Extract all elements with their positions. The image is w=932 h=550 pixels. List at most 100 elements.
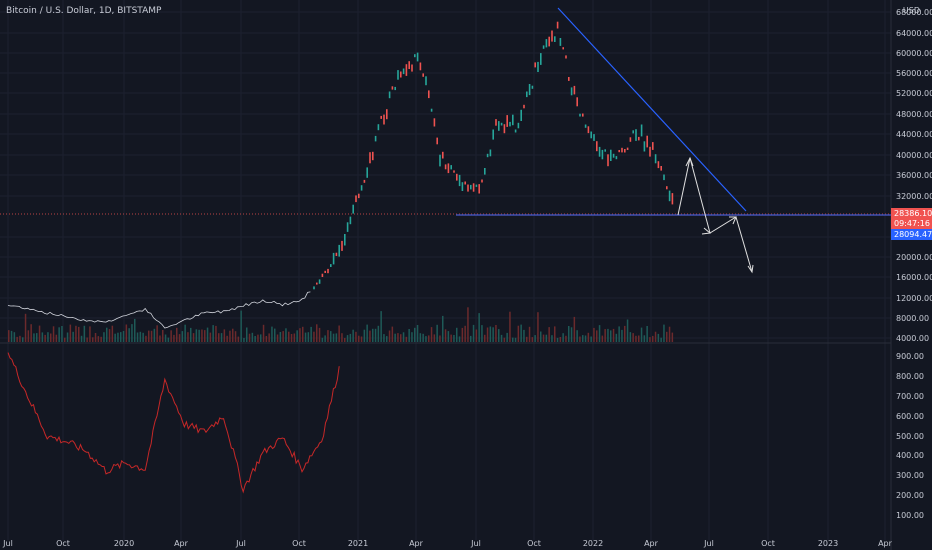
time-tick-label: 2021 bbox=[348, 539, 368, 548]
candle bbox=[654, 154, 657, 164]
volume-bar bbox=[310, 326, 312, 342]
candle bbox=[498, 121, 500, 131]
volume-bar bbox=[260, 334, 262, 342]
candle bbox=[579, 113, 581, 117]
candle bbox=[534, 62, 536, 68]
currency-label[interactable]: USD bbox=[902, 6, 920, 15]
time-tick-label: Jul bbox=[2, 539, 13, 548]
candle bbox=[506, 115, 508, 127]
candle bbox=[408, 61, 410, 69]
price-axis[interactable]: 68000.00 64000.00 60000.00 56000.00 52000.00… bbox=[896, 8, 932, 343]
volume-bar bbox=[478, 313, 480, 342]
volume-bar bbox=[125, 324, 128, 342]
candle bbox=[352, 204, 354, 214]
volume-bar bbox=[218, 333, 220, 342]
volume-bar bbox=[481, 325, 483, 342]
candle bbox=[411, 64, 413, 72]
volume-bar bbox=[150, 330, 153, 342]
volume-bar bbox=[47, 332, 49, 342]
candle bbox=[660, 166, 662, 171]
grid bbox=[0, 0, 891, 540]
candle bbox=[472, 183, 475, 192]
volume-bar bbox=[626, 319, 629, 342]
volume-bar bbox=[472, 324, 475, 342]
volume-bar bbox=[204, 330, 206, 342]
candle bbox=[610, 149, 612, 161]
candle bbox=[582, 113, 584, 117]
volume-bar bbox=[360, 336, 363, 342]
volume-bar bbox=[206, 327, 209, 342]
candle bbox=[428, 90, 430, 99]
volume-bar bbox=[565, 335, 567, 342]
candle bbox=[517, 122, 520, 129]
candle bbox=[523, 104, 525, 109]
volume-bar bbox=[268, 333, 270, 342]
volume-bar bbox=[526, 336, 528, 342]
time-axis[interactable]: Jul Oct 2020 Apr Jul Oct 2021 Apr Jul Oct 2022 Apr J… bbox=[2, 539, 892, 548]
volume-bar bbox=[598, 325, 601, 342]
candle bbox=[492, 129, 494, 140]
volume-bar bbox=[94, 333, 97, 342]
volume-bar bbox=[554, 326, 556, 342]
candle bbox=[447, 163, 450, 174]
volume-bar bbox=[136, 332, 139, 342]
time-tick-label: Apr bbox=[878, 539, 893, 548]
volume-bar bbox=[24, 313, 27, 342]
volume-bar bbox=[425, 336, 427, 342]
volume-bar bbox=[103, 332, 105, 342]
volume-bar bbox=[290, 334, 293, 342]
countdown-tag: 09:47:16 bbox=[891, 219, 932, 229]
candle bbox=[433, 118, 436, 127]
volume-bar bbox=[444, 329, 447, 342]
volume-bar bbox=[671, 332, 674, 342]
volume-bar bbox=[128, 328, 130, 342]
volume-bar bbox=[582, 335, 584, 342]
candle bbox=[394, 86, 396, 91]
volume-bar bbox=[456, 327, 458, 342]
volume-bar bbox=[439, 335, 441, 342]
volume-bar bbox=[153, 328, 156, 342]
candle bbox=[363, 179, 366, 183]
candle bbox=[638, 136, 640, 141]
indicator-axis[interactable]: 900.00 800.00 700.00 600.00 500.00 400.00 300.… bbox=[896, 352, 924, 520]
volume-bar bbox=[201, 329, 203, 342]
volume-bar bbox=[503, 337, 506, 342]
volume-bar bbox=[307, 332, 310, 342]
volume-bar bbox=[422, 333, 424, 342]
volume-bar bbox=[52, 326, 55, 342]
candle bbox=[380, 115, 382, 119]
current-price-tag: 28386.10 bbox=[891, 208, 932, 219]
volume-bar bbox=[520, 324, 522, 342]
volume-bar bbox=[83, 325, 86, 342]
volume-bar bbox=[232, 328, 234, 342]
volume-bar bbox=[304, 332, 307, 342]
candle bbox=[338, 244, 340, 257]
volume-bar bbox=[618, 326, 620, 342]
volume-bar bbox=[120, 332, 122, 342]
volume-bar bbox=[89, 326, 91, 342]
volume-bar bbox=[13, 332, 16, 342]
volume-bar bbox=[134, 318, 136, 342]
volume-bar bbox=[355, 331, 357, 342]
chart-title: Bitcoin / U.S. Dollar, 1D, BITSTAMP bbox=[6, 6, 162, 16]
volume-bars bbox=[8, 307, 674, 342]
volume-bar bbox=[234, 331, 237, 342]
volume-bar bbox=[486, 327, 489, 342]
candle bbox=[478, 184, 480, 194]
volume-bar bbox=[484, 334, 486, 342]
volume-bar bbox=[467, 307, 469, 342]
volume-bar bbox=[346, 335, 349, 342]
volume-bar bbox=[257, 334, 259, 342]
candle bbox=[318, 279, 321, 284]
volume-bar bbox=[551, 335, 553, 342]
volume-bar bbox=[173, 334, 175, 342]
volume-bar bbox=[285, 328, 287, 342]
candle bbox=[503, 124, 506, 134]
price-tick-label: 36000.00 bbox=[896, 171, 932, 180]
volume-bar bbox=[635, 335, 637, 342]
candle bbox=[545, 39, 548, 48]
candle bbox=[514, 129, 517, 133]
volume-bar bbox=[220, 333, 223, 342]
volume-bar bbox=[246, 327, 248, 342]
volume-bar bbox=[55, 334, 58, 342]
